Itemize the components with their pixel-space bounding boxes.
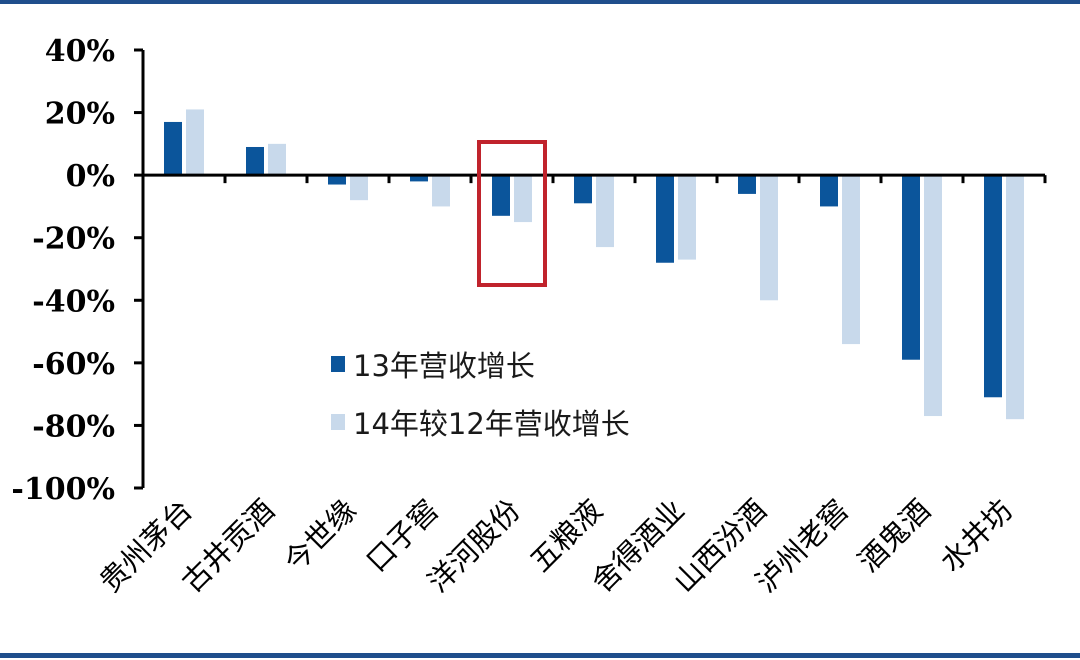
y-tick-label: -20% xyxy=(32,222,115,257)
y-tick-label: 20% xyxy=(45,97,115,132)
x-category-label: 酒鬼酒 xyxy=(851,493,937,579)
y-tick-label: 40% xyxy=(45,34,115,69)
bar-series-2 xyxy=(350,175,368,201)
bar-series-2 xyxy=(924,175,942,417)
y-tick-label: -100% xyxy=(11,472,115,507)
bar-series-2 xyxy=(514,175,532,223)
y-tick-label: -40% xyxy=(32,284,115,319)
bar-series-2 xyxy=(760,175,778,301)
bar-series-2 xyxy=(1006,175,1024,420)
bar-series-2 xyxy=(842,175,860,345)
bar-series-2 xyxy=(678,175,696,260)
y-tick-label: -80% xyxy=(32,409,115,444)
legend-swatch-series-1 xyxy=(331,356,345,372)
bar-series-2 xyxy=(186,109,204,176)
bar-series-1 xyxy=(738,175,756,194)
y-tick-label: -60% xyxy=(32,347,115,382)
bar-series-1 xyxy=(246,146,264,176)
top-frame-line xyxy=(0,0,1080,4)
bar-series-2 xyxy=(268,143,286,176)
bar-series-1 xyxy=(656,175,674,263)
bar-series-1 xyxy=(328,175,346,185)
bar-series-2 xyxy=(432,175,450,207)
legend-label-series-1: 13年营收增长 xyxy=(353,349,535,383)
highlight-box xyxy=(477,140,547,287)
x-category-label: 水井坊 xyxy=(933,493,1019,579)
bar-series-1 xyxy=(164,121,182,176)
y-tick-label: 0% xyxy=(66,159,115,194)
legend: 13年营收增长 14年较12年营收增长 xyxy=(331,349,630,441)
x-category-label: 今世缘 xyxy=(277,493,363,579)
bar-series-1 xyxy=(902,175,920,360)
bar-series-1 xyxy=(410,175,428,182)
legend-label-series-2: 14年较12年营收增长 xyxy=(353,407,630,441)
legend-swatch-series-2 xyxy=(331,414,345,430)
bar-series-1 xyxy=(492,175,510,216)
bar-series-1 xyxy=(820,175,838,207)
bottom-frame-line xyxy=(0,653,1080,658)
bar-series-2 xyxy=(596,175,614,248)
bar-series-1 xyxy=(574,175,592,204)
bar-series-1 xyxy=(984,175,1002,398)
plot-area: 40%20%0%-20%-40%-60%-80%-100%贵州茅台古井贡酒今世缘… xyxy=(11,34,1047,599)
